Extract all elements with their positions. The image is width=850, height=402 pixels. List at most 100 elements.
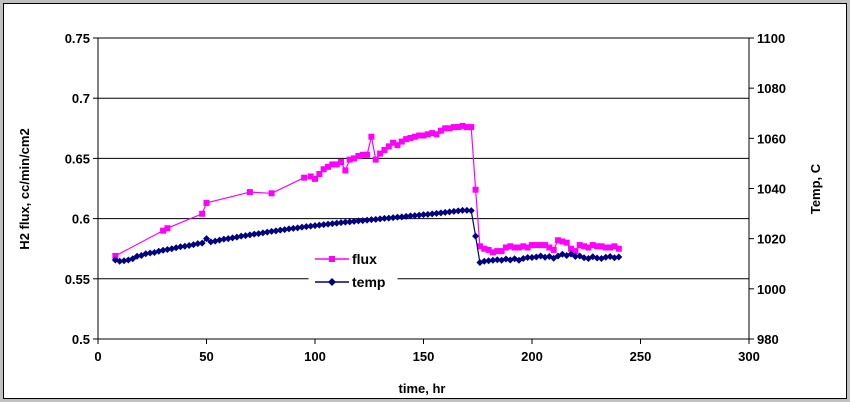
temp-point	[602, 253, 610, 261]
temp-point	[541, 253, 549, 261]
temp-point	[242, 232, 250, 240]
temp-point	[220, 235, 228, 243]
flux-point	[607, 244, 614, 251]
legend-flux-marker	[329, 256, 335, 262]
right-y-axis-ticks: 980 1000 1020 1040 1060 1080 1100	[749, 31, 786, 347]
flux-point	[411, 133, 418, 140]
temp-point	[346, 218, 354, 226]
flux-point	[450, 124, 457, 131]
temp-point	[367, 216, 375, 224]
temp-point	[246, 231, 254, 239]
flux-point	[342, 167, 349, 174]
flux-point	[199, 210, 206, 217]
temp-point	[250, 230, 258, 238]
temp-point	[333, 219, 341, 227]
temp-point	[580, 254, 588, 262]
legend: flux temp	[308, 241, 398, 297]
temp-point	[263, 228, 271, 236]
right-y-tick-label: 1100	[757, 31, 785, 46]
x-tick-label: 50	[199, 349, 213, 364]
flux-point	[346, 156, 353, 163]
temp-point	[428, 210, 436, 218]
flux-point	[520, 243, 527, 250]
flux-point	[420, 132, 427, 139]
flux-point	[489, 249, 496, 256]
temp-point	[459, 206, 467, 214]
flux-point	[416, 132, 423, 139]
flux-point	[364, 151, 371, 158]
flux-point	[550, 246, 557, 253]
temp-point	[224, 235, 232, 243]
temp-point	[472, 232, 480, 240]
temp-point	[294, 224, 302, 232]
flux-point	[498, 248, 505, 255]
temp-point	[398, 213, 406, 221]
flux-point	[442, 125, 449, 132]
right-y-tick-label: 1040	[757, 182, 786, 197]
flux-point	[403, 136, 410, 143]
flux-point	[301, 174, 308, 181]
temp-point	[372, 215, 380, 223]
temp-point	[324, 220, 332, 228]
flux-point	[355, 152, 362, 159]
flux-point	[468, 124, 475, 131]
flux-point	[546, 244, 553, 251]
flux-point	[555, 237, 562, 244]
temp-point	[320, 221, 328, 229]
flux-point	[437, 127, 444, 134]
left-y-tick-label: 0.55	[65, 272, 90, 287]
flux-point	[563, 239, 570, 246]
temp-point	[350, 217, 358, 225]
flux-point	[507, 243, 514, 250]
flux-point	[533, 242, 540, 249]
flux-point	[576, 242, 583, 249]
temp-point	[363, 216, 371, 224]
flux-point	[485, 246, 492, 253]
x-tick-label: 300	[738, 349, 760, 364]
flux-point	[381, 146, 388, 153]
x-axis-title: time, hr	[399, 381, 446, 396]
temp-point	[537, 252, 545, 260]
temp-point	[402, 212, 410, 220]
temp-point	[480, 257, 488, 265]
temp-point	[203, 235, 210, 243]
temp-point	[298, 223, 306, 231]
temp-point	[302, 223, 310, 231]
temp-point	[467, 207, 475, 215]
legend-box	[308, 241, 398, 297]
flux-point	[568, 245, 575, 252]
temp-point	[181, 242, 189, 250]
temp-point	[485, 257, 493, 265]
right-y-axis-title: Temp, C	[808, 163, 823, 214]
flux-point	[160, 227, 167, 234]
temp-point	[124, 256, 132, 264]
temp-point	[376, 215, 384, 223]
flux-point	[398, 138, 405, 145]
temp-point	[198, 239, 206, 247]
temp-point	[163, 245, 171, 253]
flux-point	[455, 124, 462, 131]
flux-point	[459, 122, 466, 129]
temp-point	[307, 222, 315, 230]
flux-point	[203, 199, 210, 206]
temp-point	[437, 209, 445, 217]
flux-point	[307, 173, 314, 180]
flux-point	[312, 175, 318, 182]
temp-point	[133, 252, 141, 260]
flux-point	[325, 163, 332, 170]
left-y-tick-label: 0.7	[72, 91, 90, 106]
flux-point	[494, 248, 501, 255]
temp-point	[463, 206, 471, 214]
temp-point	[446, 208, 454, 216]
temp-point	[524, 253, 532, 261]
right-y-tick-label: 1080	[757, 81, 786, 96]
flux-point	[559, 238, 566, 245]
x-tick-label: 150	[413, 349, 435, 364]
flux-point	[329, 161, 336, 168]
temp-point	[433, 209, 441, 217]
flux-point	[351, 155, 358, 162]
temp-point	[406, 212, 414, 220]
dual-axis-line-chart: 0 50 100 150 200 250 300 0.5 0.55 0.6 0.65 0.7 0.75…	[17, 31, 823, 396]
temp-point	[146, 249, 154, 257]
flux-point	[594, 243, 601, 250]
